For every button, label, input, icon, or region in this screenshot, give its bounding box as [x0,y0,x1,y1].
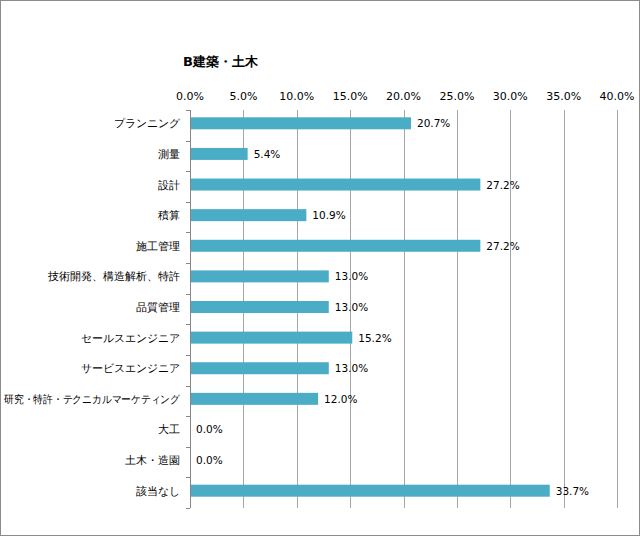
grid-line [564,110,565,508]
category-tick [186,294,190,295]
data-label: 12.0% [324,393,357,405]
grid-line [617,110,618,508]
chart-frame [1,1,640,536]
category-label: 設計 [158,179,180,191]
tick-label: 15.0% [333,90,368,103]
bar [190,332,352,344]
category-label: 技術開発、構造解析、特許 [47,270,180,282]
category-label: 品質管理 [136,301,180,313]
data-label: 33.7% [556,485,589,497]
data-label: 0.0% [196,454,223,466]
data-label: 13.0% [335,301,368,313]
category-tick [186,110,190,111]
title: B建築・土木 [183,54,259,69]
category-label: 測量 [158,148,180,160]
category-label: 土木・造園 [125,454,180,466]
data-label: 0.0% [196,423,223,435]
grid-line [190,110,191,508]
category-label: 大工 [158,423,180,435]
bar [190,148,248,160]
bar [190,393,318,405]
grid-line [510,110,511,508]
category-tick [186,508,190,509]
category-tick [186,447,190,448]
data-label: 13.0% [335,362,368,374]
bar [190,362,329,374]
category-label: 積算 [158,209,180,221]
category-label: サービスエンジニア [81,362,180,374]
category-tick [186,171,190,172]
tick-label: 5.0% [229,90,257,103]
chart: B建築・土木 0.0% 5.0% 10.0% 15.0% 20.0% 25.0% 30.0% 3… [0,0,640,536]
category-tick [186,386,190,387]
data-label: 20.7% [417,117,450,129]
data-label: 5.4% [254,148,281,160]
category-label: 該当なし [136,485,180,497]
data-label: 27.2% [486,240,519,252]
bar [190,117,411,129]
category-label: 研究・特許・テクニカルマーケティング [4,393,181,405]
grid-line [457,110,458,508]
bar [190,209,306,221]
data-label: 10.9% [312,209,345,221]
tick-label: 10.0% [279,90,314,103]
data-label: 15.2% [358,332,391,344]
category-axis [190,110,191,508]
category-label: プランニング [114,117,181,129]
category-tick [186,263,190,264]
page: {"chart_data": { "type": "bar", "title":… [0,0,640,536]
category-tick [186,141,190,142]
tick-label: 25.0% [439,90,474,103]
bar [190,301,329,313]
category-label: 施工管理 [136,240,180,252]
category-tick [186,416,190,417]
data-label: 27.2% [486,179,519,191]
grid-line [404,110,405,508]
category-tick [186,202,190,203]
category-tick [186,477,190,478]
category-tick [186,324,190,325]
bar [190,270,329,282]
bars [190,117,550,496]
labels: プランニング 20.7% 測量 5.4% 設計 27.2% 積算 10.9% 施工管理 27.2%… [4,117,589,496]
category-tick [186,355,190,356]
category-label: セールスエンジニア [81,332,180,344]
bar [190,240,480,252]
tick-label: 35.0% [546,90,581,103]
bar [190,485,550,497]
category-tick [186,232,190,233]
bar [190,179,480,191]
tick-label: 0.0% [176,90,204,103]
tick-label: 20.0% [386,90,421,103]
tick-label: 30.0% [493,90,528,103]
tick-label: 40.0% [600,90,635,103]
data-label: 13.0% [335,270,368,282]
